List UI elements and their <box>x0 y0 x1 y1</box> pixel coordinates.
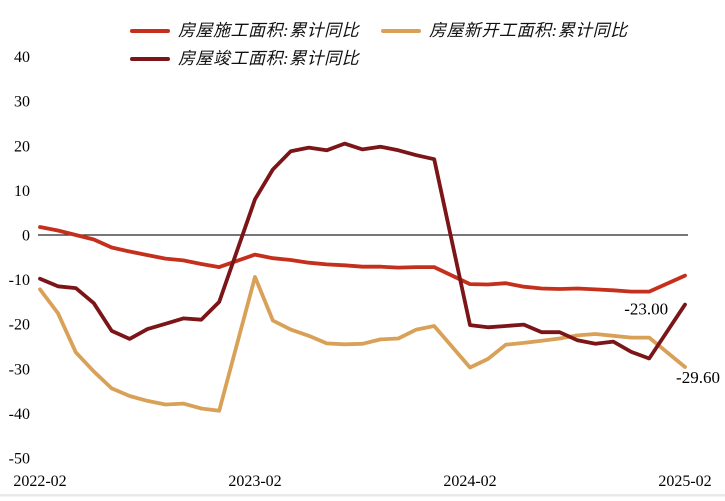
y-tick-label: -40 <box>9 406 30 423</box>
legend-item-new-starts-area: 房屋新开工面积:累计同比 <box>381 20 628 42</box>
series-line-1 <box>38 225 687 294</box>
data-label: -23.00 <box>624 300 668 319</box>
legend-label-new-starts-area: 房屋新开工面积:累计同比 <box>429 21 628 40</box>
y-tick-label: -10 <box>9 272 30 289</box>
data-label: -29.60 <box>676 368 720 387</box>
legend-swatch-completed-area <box>130 56 170 62</box>
bottom-rule <box>0 494 725 497</box>
legend-label-completed-area: 房屋竣工面积:累计同比 <box>178 49 360 68</box>
x-tick-label: 2022-02 <box>13 473 66 490</box>
x-tick-label: 2023-02 <box>228 473 281 490</box>
legend-label-construction-area: 房屋施工面积:累计同比 <box>178 21 360 40</box>
legend-swatch-construction-area <box>130 28 170 34</box>
legend-swatch-new-starts-area <box>381 28 421 34</box>
series-line-3 <box>38 141 687 361</box>
y-tick-label: 30 <box>14 94 30 111</box>
y-tick-label: -20 <box>9 317 30 334</box>
y-tick-label: -50 <box>9 451 30 468</box>
y-tick-label: 10 <box>14 183 30 200</box>
legend-item-completed-area: 房屋竣工面积:累计同比 <box>130 48 359 70</box>
y-tick-label: 20 <box>14 138 30 155</box>
x-tick-label: 2025-02 <box>658 473 711 490</box>
legend-item-construction-area: 房屋施工面积:累计同比 <box>130 20 359 42</box>
y-tick-label: 0 <box>22 228 30 245</box>
y-tick-label: 40 <box>14 49 30 66</box>
y-tick-label: -30 <box>9 361 30 378</box>
x-tick-label: 2024-02 <box>443 473 496 490</box>
